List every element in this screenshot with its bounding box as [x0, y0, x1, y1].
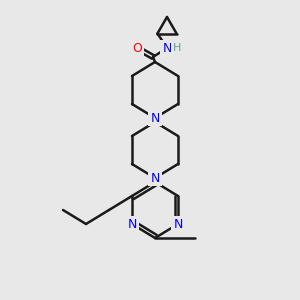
Text: N: N [150, 172, 160, 184]
Text: N: N [127, 218, 137, 230]
Text: N: N [150, 112, 160, 124]
Text: N: N [162, 41, 172, 55]
Text: N: N [173, 218, 183, 230]
Text: H: H [173, 43, 181, 53]
Text: O: O [132, 41, 142, 55]
